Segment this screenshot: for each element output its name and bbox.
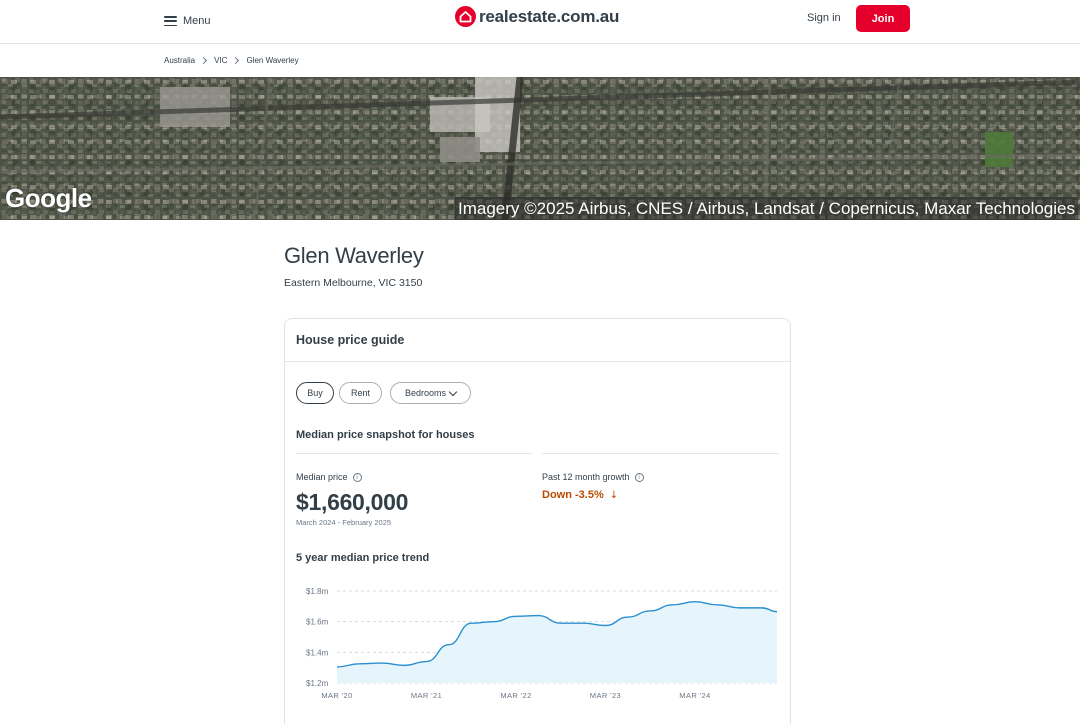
hamburger-icon [164, 16, 177, 26]
price-guide-card: House price guide Buy Rent Bedrooms Medi… [284, 318, 791, 724]
logo-text: realestate.com.au [479, 6, 620, 26]
divider [285, 361, 790, 362]
y-tick-label: $1.6m [306, 618, 329, 627]
chevron-right-icon [232, 56, 240, 65]
satellite-imagery [0, 77, 1080, 220]
price-trend-line [336, 601, 778, 668]
tab-buy[interactable]: Buy [296, 382, 334, 404]
x-tick-label: MAR '21 [411, 691, 442, 700]
site-header: Menu realestate.com.au Sign in Join [0, 0, 1080, 44]
menu-button[interactable]: Menu [164, 11, 211, 31]
tab-buy-label: Buy [307, 388, 323, 398]
trend-title: 5 year median price trend [296, 552, 430, 564]
snapshot-title: Median price snapshot for houses [296, 429, 475, 441]
chevron-down-icon [448, 387, 458, 396]
site-logo[interactable]: realestate.com.au [455, 6, 619, 27]
page-title: Glen Waverley [284, 243, 424, 268]
median-price-period: March 2024 - February 2025 [296, 518, 392, 527]
growth-label: Past 12 month growth [542, 472, 630, 482]
growth-value: Down -3.5% ↓ [542, 489, 618, 501]
map-attribution: Imagery ©2025 Airbus, CNES / Airbus, Lan… [455, 197, 1078, 220]
google-logo: Google [5, 183, 92, 213]
y-tick-label: $1.4m [306, 648, 329, 657]
median-price-label: Median price [296, 472, 348, 482]
breadcrumb-item-australia[interactable]: Australia [164, 56, 196, 65]
satellite-map[interactable] [0, 77, 1080, 220]
median-price-label-row: Median price i [296, 472, 362, 482]
divider [296, 453, 532, 454]
price-trend-chart[interactable]: $1.8m $1.6m $1.4m $1.2m MAR '20 MAR '21 MAR '2… [285, 581, 790, 711]
tab-rent[interactable]: Rent [339, 382, 382, 404]
growth-value-text: Down -3.5% [542, 489, 604, 501]
y-tick-label: $1.2m [306, 679, 329, 688]
divider [542, 453, 779, 454]
card-title: House price guide [296, 333, 405, 347]
price-area-fill [337, 601, 777, 683]
tab-rent-label: Rent [350, 388, 370, 398]
growth-label-row: Past 12 month growth i [542, 472, 644, 482]
breadcrumb-item-vic[interactable]: VIC [214, 56, 228, 65]
bedrooms-label: Bedrooms [404, 388, 447, 398]
y-tick-label: $1.8m [306, 587, 329, 596]
arrow-down-icon: ↓ [609, 489, 619, 501]
breadcrumb: Australia VIC Glen Waverley [164, 56, 299, 65]
x-tick-label: MAR '20 [321, 691, 352, 700]
x-tick-label: MAR '22 [500, 691, 531, 700]
x-tick-label: MAR '24 [679, 691, 710, 700]
bedrooms-dropdown[interactable]: Bedrooms [390, 382, 471, 404]
breadcrumb-item-current: Glen Waverley [246, 56, 299, 65]
menu-label: Menu [183, 15, 211, 27]
sign-in-link[interactable]: Sign in [807, 12, 841, 24]
median-price-value: $1,660,000 [296, 489, 409, 515]
join-button[interactable]: Join [856, 5, 910, 32]
suburb-location: Eastern Melbourne, VIC 3150 [284, 277, 423, 289]
info-icon[interactable]: i [634, 472, 644, 482]
house-logo-icon [455, 6, 476, 27]
info-icon[interactable]: i [352, 472, 362, 482]
chevron-right-icon [200, 56, 208, 65]
x-tick-label: MAR '23 [590, 691, 621, 700]
